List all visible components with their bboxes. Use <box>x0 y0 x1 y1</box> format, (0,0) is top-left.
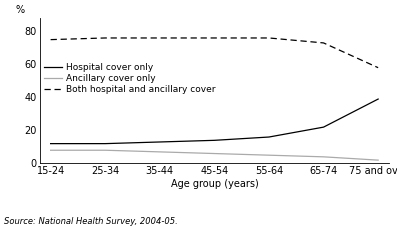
Both hospital and ancillary cover <box>157 37 162 39</box>
Hospital cover only <box>103 142 108 145</box>
Both hospital and ancillary cover <box>376 66 381 69</box>
Line: Hospital cover only: Hospital cover only <box>51 99 378 144</box>
Ancillary cover only <box>103 149 108 152</box>
Ancillary cover only <box>321 155 326 158</box>
X-axis label: Age group (years): Age group (years) <box>170 179 258 189</box>
Ancillary cover only <box>212 152 217 155</box>
Hospital cover only <box>48 142 53 145</box>
Ancillary cover only <box>157 151 162 153</box>
Line: Both hospital and ancillary cover: Both hospital and ancillary cover <box>51 38 378 68</box>
Ancillary cover only <box>48 149 53 152</box>
Both hospital and ancillary cover <box>321 42 326 44</box>
Hospital cover only <box>376 98 381 100</box>
Line: Ancillary cover only: Ancillary cover only <box>51 150 378 160</box>
Ancillary cover only <box>376 159 381 161</box>
Hospital cover only <box>157 141 162 143</box>
Both hospital and ancillary cover <box>103 37 108 39</box>
Text: Source: National Health Survey, 2004-05.: Source: National Health Survey, 2004-05. <box>4 217 178 226</box>
Hospital cover only <box>212 139 217 142</box>
Both hospital and ancillary cover <box>267 37 272 39</box>
Legend: Hospital cover only, Ancillary cover only, Both hospital and ancillary cover: Hospital cover only, Ancillary cover onl… <box>44 63 216 94</box>
Hospital cover only <box>267 136 272 138</box>
Both hospital and ancillary cover <box>212 37 217 39</box>
Hospital cover only <box>321 126 326 128</box>
Ancillary cover only <box>267 154 272 157</box>
Text: %: % <box>15 5 24 15</box>
Both hospital and ancillary cover <box>48 38 53 41</box>
